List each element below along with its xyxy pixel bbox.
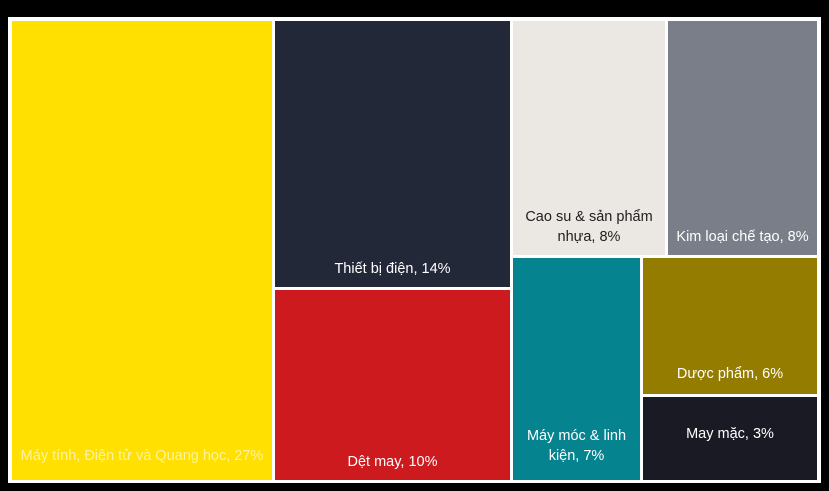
tile-fabricated-metal: Kim loại chế tạo, 8% xyxy=(668,21,817,255)
tile-machinery-components: Máy móc & linh kiện, 7% xyxy=(513,258,640,480)
tile-computers-electronics-optics: Máy tính, Điện tử và Quang học, 27% xyxy=(12,21,272,480)
tile-label-rubber: Cao su & sản phẩm nhựa, 8% xyxy=(525,209,653,245)
tile-label-garment: May mặc, 3% xyxy=(686,426,774,442)
tile-rubber-plastics: Cao su & sản phẩm nhựa, 8% xyxy=(513,21,665,255)
tile-electrical-equipment: Thiết bị điện, 14% xyxy=(275,21,510,287)
tile-label-computers: Máy tính, Điện tử và Quang học, 27% xyxy=(20,448,264,464)
tile-pharmaceuticals: Dược phẩm, 6% xyxy=(643,258,817,394)
tile-garments: May mặc, 3% xyxy=(643,397,817,480)
tile-label-electrical: Thiết bị điện, 14% xyxy=(334,261,451,277)
tile-label-textile: Dệt may, 10% xyxy=(347,454,438,470)
tile-label-pharma: Dược phẩm, 6% xyxy=(676,366,784,382)
tile-textile: Dệt may, 10% xyxy=(275,290,510,480)
tile-label-metal: Kim loại chế tạo, 8% xyxy=(676,229,809,245)
treemap-chart: Máy tính, Điện tử và Quang học, 27% Thiế… xyxy=(8,17,821,483)
tile-label-machinery: Máy móc & linh kiện, 7% xyxy=(526,428,627,464)
